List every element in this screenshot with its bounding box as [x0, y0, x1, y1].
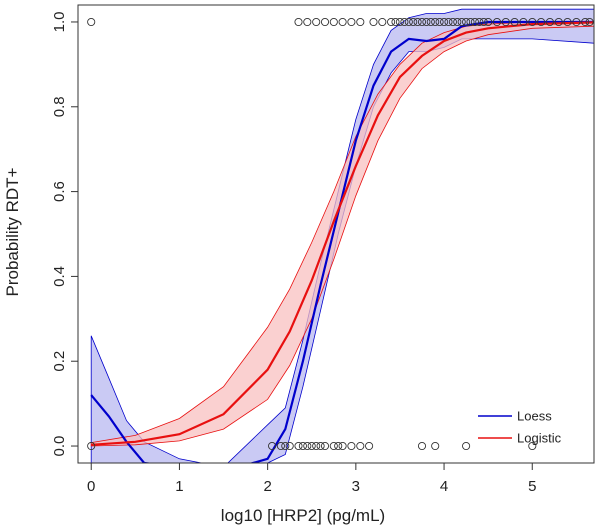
observation-point	[294, 17, 303, 27]
observation-point	[479, 17, 488, 27]
observation-point	[378, 17, 387, 27]
observation-point	[268, 441, 277, 451]
observation-point	[285, 441, 294, 451]
observation-point	[554, 17, 563, 27]
y-tick-label: 0.4	[51, 266, 68, 287]
axes: 0 1 2 3 4 5 0.0 0.2 0.4 0.6 0.8 1.0	[51, 4, 595, 495]
observation-point	[400, 17, 409, 27]
x-axis-title: log10 [HRP2] (pg/mL)	[221, 506, 385, 525]
observation-point	[356, 17, 365, 27]
observation-point	[470, 17, 479, 27]
observation-point	[457, 17, 466, 27]
loess-confidence-band	[90, 8, 594, 463]
observation-point	[338, 17, 347, 27]
observation-point	[387, 17, 396, 27]
observation-point	[431, 17, 440, 27]
logistic-confidence-band	[90, 21, 594, 447]
observation-point	[413, 17, 422, 27]
observation-point	[307, 441, 316, 451]
legend-item-logistic: Logistic	[478, 431, 562, 446]
observation-point	[585, 17, 594, 27]
y-tick-label: 0.2	[51, 351, 68, 372]
observation-point	[395, 17, 404, 27]
observation-point	[453, 17, 462, 27]
observation-point	[462, 17, 471, 27]
observation-point	[435, 17, 444, 27]
y-axis-title: Probability RDT+	[3, 167, 22, 296]
observation-point	[303, 17, 312, 27]
observation-point	[298, 441, 307, 451]
y-tick-label: 0.8	[51, 96, 68, 117]
observation-point	[519, 17, 528, 27]
observation-point	[312, 441, 321, 451]
observation-point	[448, 17, 457, 27]
observation-point	[338, 441, 347, 451]
plot-frame	[77, 4, 595, 464]
observation-point	[329, 17, 338, 27]
observation-point	[417, 17, 427, 27]
observation-point	[417, 441, 427, 451]
observation-point	[563, 17, 572, 27]
loess-line	[90, 20, 594, 463]
observation-point	[329, 441, 338, 451]
observation-point	[440, 17, 449, 27]
observation-point	[581, 17, 590, 27]
observation-point	[276, 441, 285, 451]
observation-point	[391, 17, 400, 27]
legend-label: Logistic	[517, 431, 562, 446]
observation-point	[466, 17, 475, 27]
y-tick-label: 0.0	[51, 436, 68, 457]
observation-point	[281, 441, 290, 451]
observation-point	[347, 17, 356, 27]
confidence-bands	[90, 8, 594, 463]
x-tick-label: 1	[175, 478, 183, 495]
observation-point	[510, 17, 519, 27]
observation-point	[501, 17, 510, 27]
observation-point	[320, 441, 330, 451]
observation-point	[444, 17, 453, 27]
observation-point	[320, 17, 330, 27]
observation-point	[369, 17, 378, 27]
x-tick-label: 3	[352, 478, 360, 495]
observation-point	[528, 17, 537, 27]
x-tick-label: 2	[263, 478, 271, 495]
observation-point	[347, 441, 356, 451]
fitted-curves	[90, 20, 594, 463]
observation-point	[426, 17, 435, 27]
observation-point	[475, 17, 484, 27]
observation-point	[545, 17, 554, 27]
observation-point	[87, 17, 96, 27]
observation-point	[492, 17, 502, 27]
observation-point	[528, 441, 537, 451]
observation-point	[356, 441, 365, 451]
observation-point	[422, 17, 431, 27]
observation-point	[365, 441, 374, 451]
observation-point	[312, 17, 321, 27]
observations	[87, 17, 594, 451]
legend: Loess Logistic	[478, 409, 562, 446]
observation-point	[462, 441, 471, 451]
legend-label: Loess	[517, 409, 552, 424]
observation-point	[334, 441, 343, 451]
observation-point	[572, 17, 581, 27]
observation-point	[537, 17, 546, 27]
y-tick-label: 0.6	[51, 181, 68, 202]
observation-point	[87, 441, 96, 451]
y-tick-label: 1.0	[51, 12, 68, 33]
observation-point	[484, 17, 493, 27]
observation-point	[409, 17, 418, 27]
observation-point	[404, 17, 413, 27]
observation-point	[316, 441, 325, 451]
x-tick-label: 5	[528, 478, 536, 495]
observation-point	[294, 441, 303, 451]
legend-item-loess: Loess	[478, 409, 552, 424]
logistic-line	[91, 21, 594, 446]
x-tick-label: 4	[440, 478, 448, 495]
x-tick-label: 0	[87, 478, 95, 495]
observation-point	[431, 441, 440, 451]
observation-point	[303, 441, 312, 451]
